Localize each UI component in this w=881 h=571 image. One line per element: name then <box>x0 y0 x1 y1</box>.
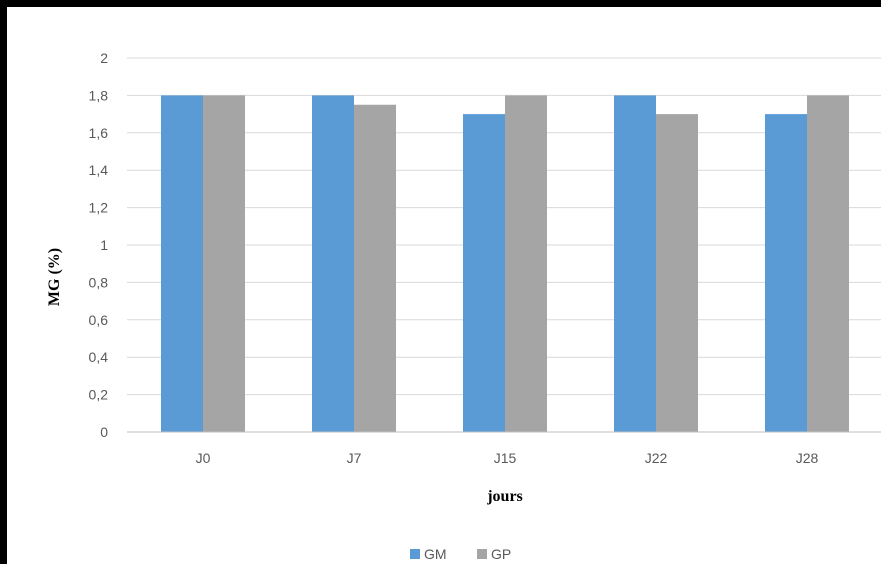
y-tick-label: 2 <box>100 50 108 66</box>
x-tick-label: J15 <box>494 450 517 466</box>
x-tick-label: J7 <box>347 450 362 466</box>
x-tick-label: J22 <box>645 450 668 466</box>
y-tick-label: 0,6 <box>89 312 109 328</box>
y-tick-label: 0,8 <box>89 274 109 290</box>
bar-gp-j0 <box>203 95 245 433</box>
legend: GM GP <box>410 546 511 562</box>
y-tick-label: 0,2 <box>89 387 109 403</box>
x-tick-labels: J0 J7 J15 J22 J28 <box>196 450 819 466</box>
x-tick-label: J0 <box>196 450 211 466</box>
bar-gp-j22 <box>656 114 698 432</box>
legend-label-gm: GM <box>424 546 447 562</box>
bar-gp-j15 <box>505 95 547 433</box>
bar-gp-j7 <box>354 104 396 432</box>
x-axis-title: jours <box>486 488 523 505</box>
y-tick-label: 1,6 <box>89 125 109 141</box>
y-tick-label: 0 <box>100 424 108 440</box>
y-tick-label: 1,8 <box>89 87 109 103</box>
x-tick-label: J28 <box>796 450 819 466</box>
bar-gm-j0 <box>161 95 203 433</box>
bar-gm-j28 <box>765 114 807 432</box>
bars <box>161 95 849 433</box>
bar-gm-j22 <box>614 95 656 433</box>
bar-gp-j28 <box>807 95 849 433</box>
y-tick-label: 0,4 <box>89 349 109 365</box>
legend-label-gp: GP <box>491 546 511 562</box>
bar-gm-j15 <box>463 114 505 432</box>
bar-chart: 0 0,2 0,4 0,6 0,8 1 1,2 1,4 1,6 1,8 2 J0 J7 J15 J22 J2… <box>46 50 881 562</box>
y-tick-label: 1 <box>100 237 108 253</box>
y-axis-title: MG (%) <box>46 248 63 306</box>
legend-swatch-gp <box>477 549 487 559</box>
legend-swatch-gm <box>410 549 420 559</box>
y-tick-label: 1,2 <box>89 200 109 216</box>
bar-gm-j7 <box>312 95 354 433</box>
y-tick-label: 1,4 <box>89 162 109 178</box>
y-tick-labels: 0 0,2 0,4 0,6 0,8 1 1,2 1,4 1,6 1,8 2 <box>89 50 109 440</box>
